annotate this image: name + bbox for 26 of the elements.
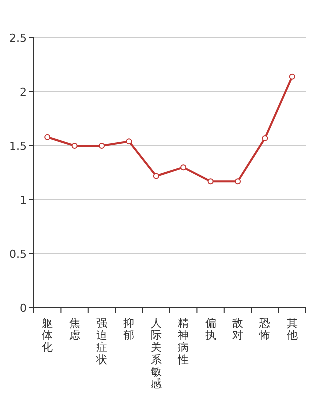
point	[99, 143, 105, 149]
point	[208, 178, 214, 185]
point	[72, 143, 78, 149]
y-tick-label: 2	[20, 86, 27, 99]
y-tick-label: 1.5	[10, 140, 27, 153]
x-tick-label: 恐怖	[258, 317, 271, 342]
x-tick-label: 躯体化	[42, 317, 54, 354]
x-tick-label: 抑郁	[124, 317, 135, 342]
y-tick-label: 1	[20, 194, 27, 207]
point	[44, 134, 51, 140]
point	[235, 178, 241, 185]
x-tick-label: 精神病性	[177, 317, 190, 366]
x-tick-label: 强迫症状	[96, 317, 108, 366]
x-tick-label: 其他	[286, 317, 298, 342]
x-tick-label: 偏执	[205, 317, 216, 342]
y-tick-label: 0	[20, 302, 27, 315]
x-tick-label: 焦虑	[69, 317, 80, 342]
x-tick-label: 人际关系敏感	[150, 317, 162, 390]
point	[180, 164, 187, 171]
point	[289, 74, 296, 80]
point	[126, 138, 132, 145]
x-tick-label: 敌对	[232, 317, 244, 342]
point	[262, 135, 268, 142]
point	[153, 173, 160, 180]
y-tick-label: 2.5	[10, 32, 27, 45]
y-tick-label: 0.5	[10, 248, 27, 261]
